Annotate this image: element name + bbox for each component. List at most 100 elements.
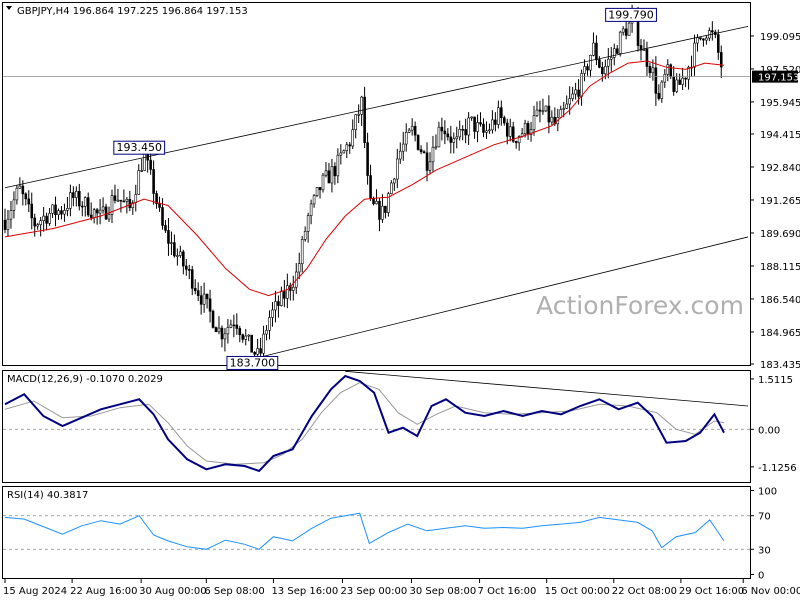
price-candle-body bbox=[339, 152, 343, 156]
price-candle-body bbox=[336, 154, 340, 177]
price-candle-body bbox=[494, 119, 497, 125]
price-candle-body bbox=[541, 110, 545, 113]
price-candle-body bbox=[72, 192, 75, 198]
price-candle-body bbox=[488, 129, 491, 132]
time-axis-label: 22 Aug 16:00 bbox=[70, 586, 137, 597]
rsi-panel bbox=[2, 486, 751, 579]
price-candle-body bbox=[467, 117, 470, 136]
price-axis-label: 195.945 bbox=[760, 98, 800, 109]
price-candle-body bbox=[238, 328, 242, 335]
price-candle-body bbox=[125, 199, 129, 202]
price-candle-body bbox=[217, 327, 221, 333]
dropdown-arrow-icon[interactable] bbox=[6, 6, 12, 10]
price-candle-body bbox=[592, 42, 595, 56]
price-candle-body bbox=[639, 45, 643, 51]
time-axis-label: 23 Sep 00:00 bbox=[340, 586, 407, 597]
price-candle-body bbox=[199, 295, 203, 305]
price-candle-body bbox=[443, 130, 447, 135]
rsi-axis: 100 70 30 0 bbox=[750, 487, 777, 581]
price-axis-label: 197.520 bbox=[760, 65, 800, 76]
price-candles bbox=[3, 4, 723, 366]
price-candle-body bbox=[83, 197, 87, 207]
price-candle-body bbox=[69, 192, 72, 209]
price-candle-body bbox=[36, 224, 39, 227]
price-candle-body bbox=[565, 103, 569, 109]
price-candle-body bbox=[404, 131, 408, 145]
price-candle-body bbox=[226, 327, 230, 335]
price-candle-body bbox=[235, 324, 239, 329]
last-price-tag-text: 197.153 bbox=[758, 73, 799, 84]
price-candle-body bbox=[45, 215, 48, 224]
price-candle-body bbox=[158, 203, 161, 208]
price-candle-body bbox=[89, 214, 93, 218]
price-candle-body bbox=[110, 195, 114, 215]
rsi-axis-label: 30 bbox=[758, 545, 771, 556]
time-axis-label: 15 Aug 2024 bbox=[3, 586, 67, 597]
price-candle-body bbox=[470, 116, 473, 119]
price-axis-label: 188.115 bbox=[760, 262, 800, 273]
annotation-low-box bbox=[226, 355, 279, 370]
price-candle-body bbox=[140, 170, 144, 172]
price-candle-body bbox=[497, 107, 500, 125]
price-candle-body bbox=[511, 126, 515, 142]
price-candle-body bbox=[517, 136, 521, 144]
price-candle-body bbox=[21, 185, 25, 195]
price-candle-body bbox=[98, 209, 102, 214]
moving-average-line bbox=[4, 60, 725, 297]
price-candle-body bbox=[464, 129, 467, 136]
macd-trend-line bbox=[345, 370, 749, 407]
price-candle-body bbox=[719, 52, 723, 68]
price-candle-body bbox=[113, 195, 117, 201]
annotation-low: 183.700 bbox=[226, 355, 279, 370]
price-candle-body bbox=[244, 335, 248, 340]
price-candle-body bbox=[193, 288, 197, 291]
price-candle-body bbox=[128, 199, 132, 209]
price-candle-body bbox=[422, 151, 426, 154]
price-candle-body bbox=[500, 107, 503, 119]
price-candle-body bbox=[155, 193, 158, 204]
price-candle-body bbox=[119, 199, 123, 202]
price-candle-body bbox=[693, 42, 696, 68]
annotation-high-box bbox=[605, 7, 657, 22]
price-candle-body bbox=[95, 209, 99, 214]
price-candle-body bbox=[241, 334, 245, 340]
time-axis-label: 13 Sep 16:00 bbox=[271, 586, 338, 597]
price-candle-body bbox=[149, 159, 152, 170]
symbol-quote: GBPJPY,H4 196.864 197.225 196.864 197.15… bbox=[17, 6, 248, 17]
time-axis-label: 30 Aug 00:00 bbox=[139, 586, 206, 597]
price-candle-body bbox=[214, 327, 218, 333]
annotation-mid-text: 193.450 bbox=[116, 141, 162, 154]
price-candle-body bbox=[598, 59, 601, 68]
rsi-axis-label: 100 bbox=[758, 487, 777, 498]
price-candle-body bbox=[547, 105, 551, 123]
price-candle-body bbox=[351, 129, 355, 147]
price-candle-body bbox=[60, 210, 63, 215]
price-candle-body bbox=[666, 64, 670, 75]
price-candle-body bbox=[716, 34, 720, 53]
price-candle-body bbox=[190, 269, 194, 289]
price-axis-label: 192.840 bbox=[760, 163, 800, 174]
price-candle-body bbox=[437, 126, 441, 148]
price-candle-body bbox=[675, 79, 678, 92]
price-candle-body bbox=[274, 301, 277, 311]
price-candle-body bbox=[699, 37, 702, 40]
time-axis-label: 22 Oct 08:00 bbox=[612, 586, 677, 597]
price-candle-body bbox=[583, 66, 586, 74]
price-candle-body bbox=[401, 143, 405, 152]
price-candle-body bbox=[268, 317, 271, 331]
price-candle-body bbox=[657, 93, 661, 99]
time-axis-label: 15 Oct 00:00 bbox=[545, 586, 610, 597]
price-candle-body bbox=[413, 126, 417, 136]
price-candle-body bbox=[345, 144, 349, 152]
price-candle-body bbox=[681, 77, 684, 85]
price-candle-body bbox=[396, 158, 399, 180]
price-candle-body bbox=[577, 89, 580, 97]
price-axis-label: 184.965 bbox=[760, 328, 800, 339]
macd-axis-label: -1.1256 bbox=[758, 463, 797, 474]
price-candle-body bbox=[378, 200, 381, 220]
price-candle-body bbox=[621, 28, 625, 33]
annotation-high-text: 199.790 bbox=[608, 8, 654, 21]
price-candle-body bbox=[609, 57, 613, 60]
price-candle-body bbox=[137, 170, 141, 195]
